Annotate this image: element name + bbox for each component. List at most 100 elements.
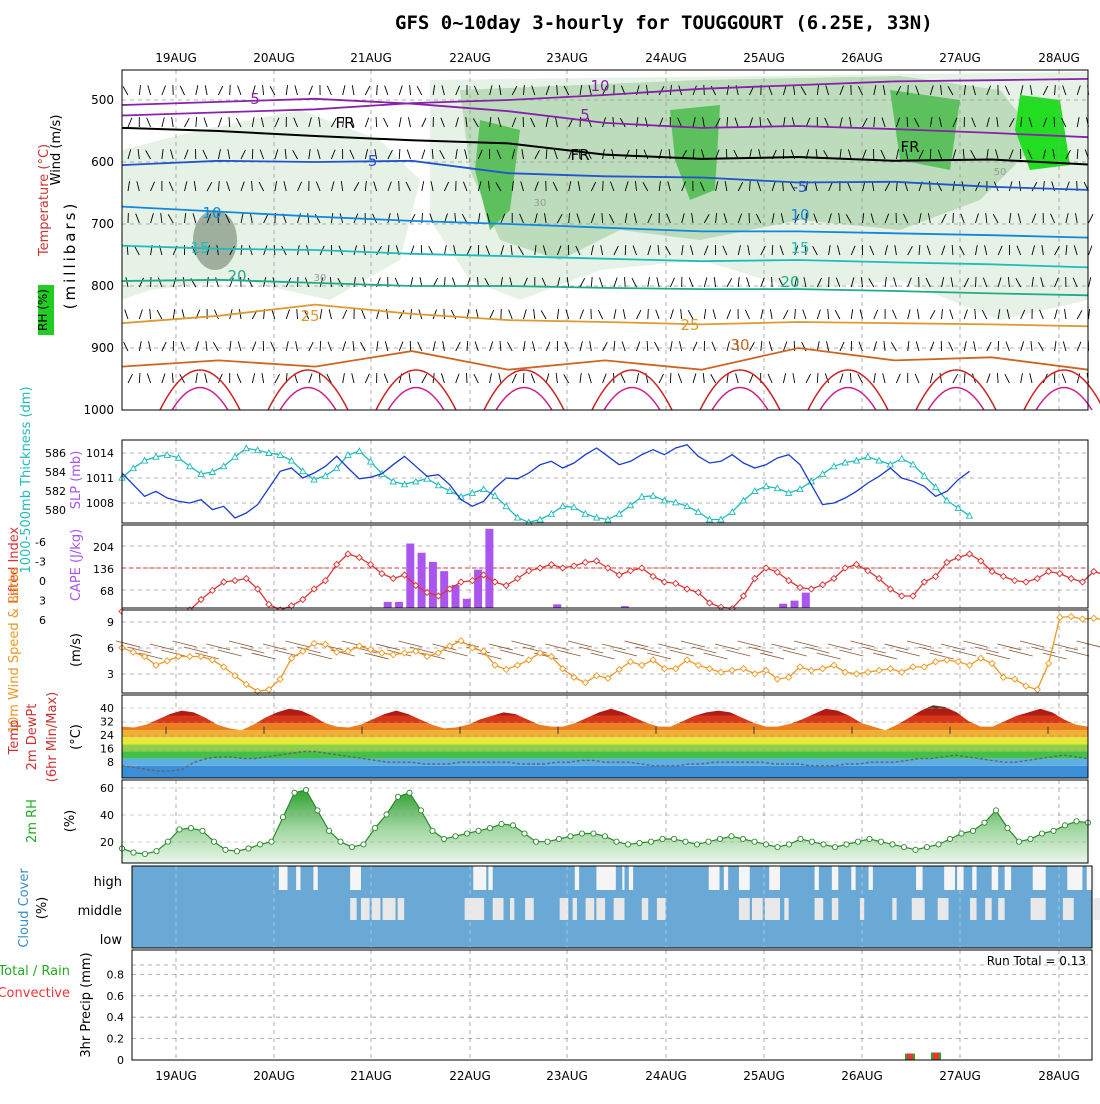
- cloud-middle-block: [614, 898, 625, 920]
- day-label-bottom: 21AUG: [350, 1069, 392, 1083]
- cloud-high-block: [313, 866, 317, 890]
- contour-label: 10: [202, 204, 221, 222]
- lifted-panel: [119, 525, 1100, 620]
- temp-tick: 16: [100, 743, 114, 756]
- rh-point: [1039, 831, 1044, 836]
- wind-barb: [466, 373, 467, 383]
- precip-tick: 0.8: [107, 968, 125, 981]
- cloud-high-block: [944, 866, 955, 890]
- cloud-middle-block: [361, 898, 370, 920]
- rh-point: [867, 836, 872, 841]
- rh-point: [142, 851, 147, 856]
- cloud-middle-block: [1063, 898, 1074, 920]
- cloud-label: Cloud Cover: [17, 868, 32, 948]
- cloud-high-block: [1067, 866, 1082, 890]
- legend-rh: RH (%): [36, 289, 50, 331]
- cloud-middle-block: [657, 898, 666, 920]
- cape-bar: [802, 593, 810, 608]
- rh-point: [775, 845, 780, 850]
- day-label-top: 22AUG: [449, 51, 491, 65]
- chart-title: GFS 0~10day 3-hourly for TOUGGOURT (6.25…: [395, 12, 933, 34]
- lifted-tick: 3: [39, 595, 46, 608]
- cape-bar: [463, 599, 471, 608]
- cape-label: CAPE (J/kg): [69, 529, 84, 601]
- cloud-middle-block: [970, 898, 976, 920]
- day-label-bottom: 27AUG: [939, 1069, 981, 1083]
- cape-bar: [553, 604, 561, 608]
- wind-barb: [1089, 277, 1091, 287]
- cloud-high-block: [724, 866, 728, 890]
- cloud-middle-block: [998, 898, 1004, 920]
- cape-bar: [384, 602, 392, 608]
- cloud-middle-block: [383, 898, 396, 920]
- thickness-tick: 582: [45, 485, 66, 498]
- rh-point: [407, 790, 412, 795]
- cloud-middle-block: [350, 898, 356, 920]
- temp-tick: 40: [100, 702, 114, 715]
- rh-point: [177, 827, 182, 832]
- rh-point: [591, 831, 596, 836]
- cloud-high-block: [1033, 866, 1046, 890]
- wind-barb: [1089, 246, 1092, 255]
- rh-point: [464, 831, 469, 836]
- legend-convective: Convective: [0, 986, 70, 1001]
- temp-tick: 8: [107, 756, 114, 769]
- cloud-middle-block: [752, 898, 763, 920]
- cloud-high-block: [709, 866, 720, 890]
- cloud-middle-block: [642, 898, 648, 920]
- slp-tick: 1014: [86, 447, 114, 460]
- rh-point: [395, 794, 400, 799]
- legend-total-rain: Total / Rain: [0, 964, 70, 979]
- lifted-tick: 0: [39, 575, 46, 588]
- day-label-bottom: 20AUG: [253, 1069, 295, 1083]
- rh-point: [384, 812, 389, 817]
- rh-point: [246, 846, 251, 851]
- cape-tick: 136: [93, 563, 114, 576]
- cloud-middle-block: [525, 898, 534, 920]
- wind10m-unit: (m/s): [69, 633, 84, 667]
- rh-point: [315, 808, 320, 813]
- rh-point: [602, 834, 607, 839]
- cape-tick: 68: [100, 585, 114, 598]
- rh-point: [947, 836, 952, 841]
- cloud-high-block: [296, 866, 300, 890]
- rh-point: [568, 834, 573, 839]
- rh-point: [913, 847, 918, 852]
- temp2m-unit: (°C): [69, 724, 84, 750]
- pressure-tick: 900: [91, 341, 114, 355]
- cloud-middle-block: [912, 898, 925, 920]
- rh-point: [545, 839, 550, 844]
- cloud-middle-block: [1093, 898, 1100, 920]
- day-label-top: 25AUG: [743, 51, 785, 65]
- rh-point: [982, 820, 987, 825]
- cloud-middle-block: [586, 898, 595, 920]
- precip-convective-bar: [907, 1054, 913, 1060]
- slp-tick: 1008: [86, 497, 114, 510]
- rh-point: [1062, 823, 1067, 828]
- rh-point: [372, 825, 377, 830]
- minmax-label: (6hr Min/Max): [45, 692, 60, 782]
- rh-point: [637, 840, 642, 845]
- wind-barb: [1089, 309, 1090, 319]
- wind10m-label: 10m Wind Speed & Barbs: [7, 567, 22, 734]
- cloud-high-block: [596, 866, 611, 890]
- precip-tick: 0.6: [107, 990, 125, 1003]
- rh2m-label: 2m RH: [25, 799, 40, 843]
- rh-point: [832, 845, 837, 850]
- cloud-high-block: [350, 866, 361, 890]
- wind-barb: [749, 213, 750, 223]
- rh-point: [855, 839, 860, 844]
- wind-barb: [230, 85, 231, 95]
- cloud-middle-block: [739, 898, 750, 920]
- contour-label: -5: [793, 178, 808, 196]
- rh-point: [487, 825, 492, 830]
- wind10m-panel-bg: [122, 610, 1088, 693]
- temp2m-label: Temp: [7, 720, 22, 756]
- day-label-bottom: 19AUG: [155, 1069, 197, 1083]
- rh-point: [579, 831, 584, 836]
- rh-point: [890, 842, 895, 847]
- cloud-high-block: [622, 866, 624, 890]
- cloud-high-block: [815, 866, 819, 890]
